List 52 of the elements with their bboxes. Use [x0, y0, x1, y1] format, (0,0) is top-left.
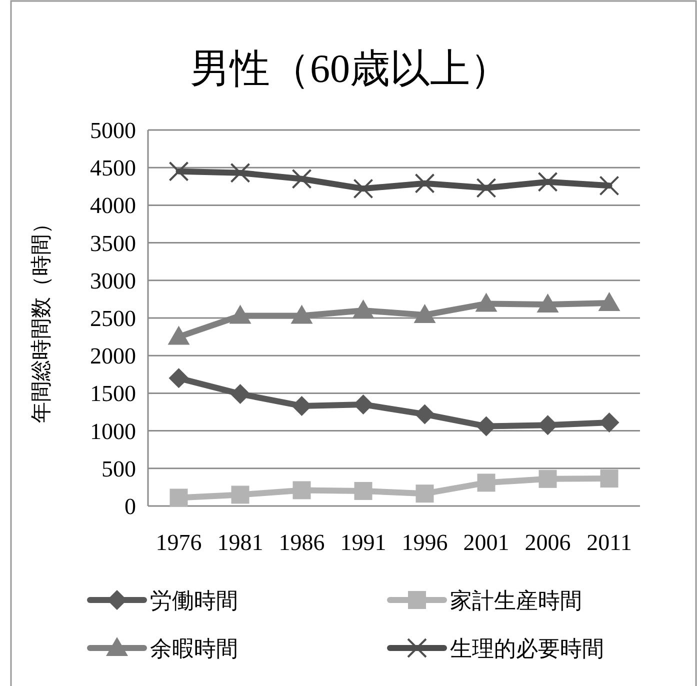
point: [168, 161, 189, 182]
point: [354, 482, 372, 500]
chart-title: 男性（60歳以上）: [190, 46, 510, 91]
y-tick-label: 1500: [90, 381, 136, 406]
point: [168, 368, 189, 388]
point: [475, 292, 498, 312]
point: [416, 484, 434, 503]
point: [230, 162, 250, 183]
x-tick-label: 2001: [463, 530, 510, 555]
point: [168, 326, 190, 345]
point: [538, 172, 558, 192]
point: [476, 178, 496, 198]
y-axis-title: 年間総時間数（時間）: [29, 213, 53, 423]
y-tick-label: 4000: [90, 193, 136, 218]
point: [598, 292, 620, 311]
point: [352, 299, 374, 318]
point: [292, 481, 311, 500]
point: [292, 168, 312, 189]
legend-label: 生理的必要時間: [450, 637, 604, 662]
point: [538, 470, 557, 488]
legend-label: 家計生産時間: [450, 589, 582, 614]
y-tick-label: 5000: [90, 118, 136, 143]
y-tick-label: 1000: [90, 418, 136, 444]
point: [414, 173, 435, 194]
point: [170, 488, 188, 507]
point: [477, 474, 496, 492]
point: [353, 178, 374, 199]
y-tick-label: 2500: [90, 306, 136, 331]
point: [231, 486, 250, 504]
legend-label: 余暇時間: [150, 637, 238, 662]
y-tick-label: 3500: [90, 230, 136, 256]
x-tick-label: 1981: [217, 530, 264, 555]
point: [599, 176, 620, 196]
point: [536, 293, 559, 312]
legend-label: 労働時間: [150, 589, 238, 614]
x-tick-label: 1991: [340, 530, 386, 555]
x-tick-label: 2011: [586, 530, 632, 555]
x-tick-label: 1986: [278, 530, 325, 555]
x-tick-label: 2006: [524, 530, 571, 555]
point: [600, 470, 618, 488]
point: [230, 384, 250, 404]
point: [290, 304, 313, 324]
y-tick-label: 3000: [90, 268, 136, 294]
x-tick-label: 1976: [156, 530, 202, 555]
y-tick-label: 2000: [90, 344, 136, 369]
point: [414, 404, 435, 424]
y-tick-label: 500: [102, 456, 136, 482]
x-tick-label: 1996: [402, 530, 448, 555]
y-tick-label: 4500: [90, 156, 136, 181]
y-tick-label: 0: [124, 494, 136, 519]
point: [229, 304, 252, 324]
point: [414, 304, 436, 323]
